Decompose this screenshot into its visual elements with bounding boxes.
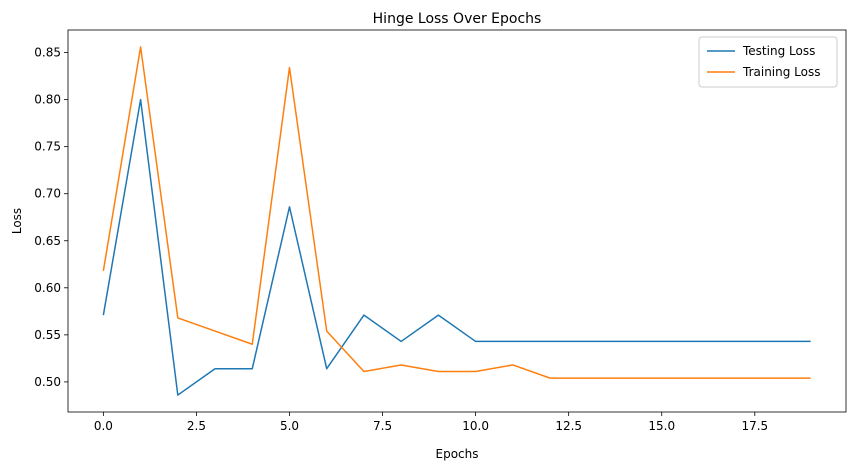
y-tick-label: 0.65: [34, 234, 61, 248]
x-tick-label: 10.0: [462, 419, 489, 433]
legend-label: Training Loss: [742, 65, 820, 79]
y-tick-label: 0.60: [34, 281, 61, 295]
axes-frame: [67, 29, 847, 413]
x-tick-label: 5.0: [280, 419, 299, 433]
x-axis: 0.0 2.5 5.0 7.5 10.0 12.5 15.0 17.5: [94, 412, 768, 433]
y-tick-label: 0.55: [34, 328, 61, 342]
y-tick-label: 0.80: [34, 93, 61, 107]
x-tick-label: 17.5: [741, 419, 768, 433]
x-tick-label: 7.5: [373, 419, 392, 433]
series-line-training-loss: [102, 46, 811, 379]
y-tick-label: 0.75: [34, 140, 61, 154]
y-tick-label: 0.50: [34, 375, 61, 389]
x-axis-label: Epochs: [436, 447, 479, 461]
x-tick-label: 2.5: [187, 419, 206, 433]
y-axis: 0.50 0.55 0.60 0.65 0.70 0.75 0.80 0.85: [34, 46, 68, 389]
y-tick-label: 0.70: [34, 187, 61, 201]
chart-title: Hinge Loss Over Epochs: [373, 11, 542, 27]
legend-label: Testing Loss: [742, 44, 815, 58]
y-tick-label: 0.85: [34, 46, 61, 60]
y-axis-label: Loss: [10, 208, 24, 234]
x-tick-label: 12.5: [555, 419, 582, 433]
x-tick-label: 0.0: [94, 419, 113, 433]
plot-area: [102, 46, 811, 396]
series-line-testing-loss: [102, 98, 811, 396]
legend-box: [698, 36, 838, 88]
legend: Testing Loss Training Loss: [698, 36, 838, 88]
x-tick-label: 15.0: [648, 419, 675, 433]
